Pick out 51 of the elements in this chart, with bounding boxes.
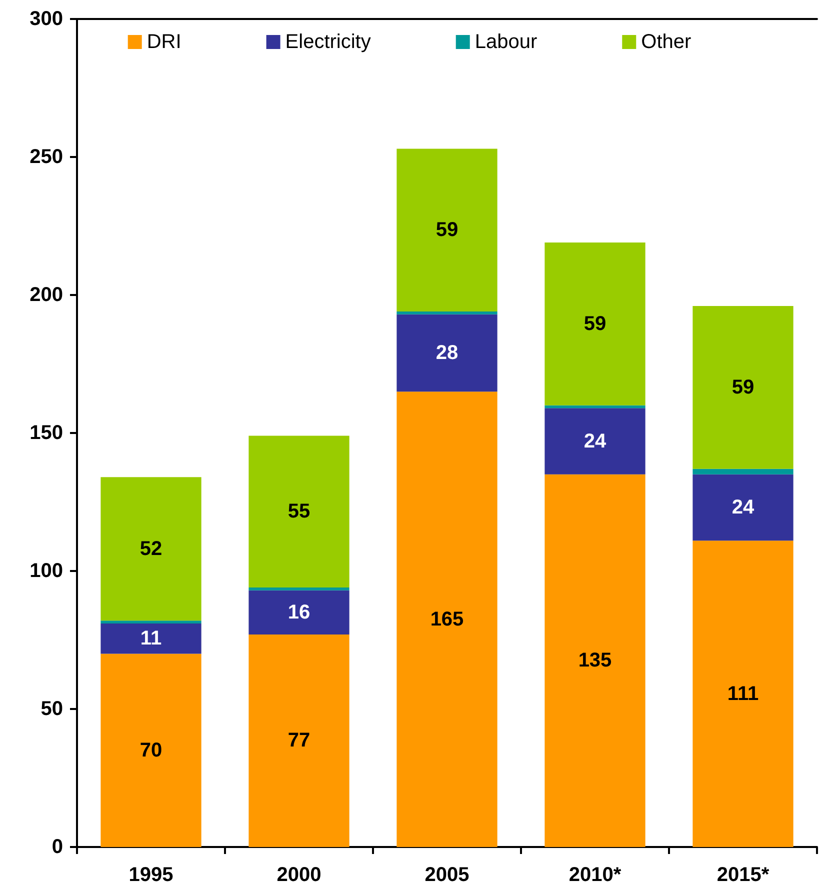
data-label: 52	[140, 538, 162, 560]
data-label: 59	[436, 219, 458, 242]
y-tick-label: 300	[30, 8, 63, 30]
x-tick-label: 2005	[424, 864, 470, 886]
x-tick-label: 2015*	[716, 864, 770, 886]
data-label: 16	[288, 601, 310, 624]
data-label: 70	[140, 739, 162, 762]
data-label: 111	[727, 682, 759, 705]
bar	[248, 590, 350, 634]
bar	[692, 540, 794, 847]
bar	[248, 436, 350, 588]
x-tick-label: 2010*	[568, 864, 622, 886]
legend-label: DRI	[146, 31, 182, 53]
legend-label: Other	[641, 31, 692, 53]
y-tick-label: 250	[30, 146, 63, 168]
bar	[396, 148, 498, 312]
bar	[100, 654, 202, 847]
bar	[248, 634, 350, 847]
data-label: 11	[140, 628, 162, 650]
bar	[396, 312, 498, 314]
bar	[544, 408, 646, 474]
data-label: 165	[430, 608, 464, 630]
bar	[248, 588, 350, 590]
bar	[396, 314, 498, 392]
y-tick-label: 100	[30, 560, 63, 582]
data-label: 135	[578, 650, 612, 672]
x-tick-label: 2000	[276, 864, 322, 886]
y-tick-label: 0	[52, 836, 63, 858]
legend-label: Electricity	[285, 31, 371, 53]
data-label: 77	[288, 730, 310, 752]
legend-label: Labour	[474, 31, 538, 53]
bar	[692, 306, 794, 469]
data-label: 24	[584, 430, 607, 452]
data-label: 28	[436, 342, 458, 364]
bar	[396, 392, 498, 847]
data-label: 59	[732, 376, 754, 398]
bar	[100, 477, 202, 621]
y-tick-label: 50	[40, 698, 63, 720]
bar	[544, 405, 646, 408]
bar	[692, 474, 794, 541]
bar	[692, 468, 794, 474]
y-tick-label: 150	[30, 422, 63, 444]
bar	[544, 474, 646, 847]
y-tick-label: 200	[30, 284, 63, 306]
data-label: 24	[732, 496, 755, 519]
bar	[100, 623, 202, 654]
x-tick-label: 1995	[128, 864, 174, 886]
data-label: 55	[288, 500, 310, 523]
data-label: 59	[584, 312, 606, 335]
bar	[100, 620, 202, 624]
bar	[544, 242, 646, 406]
